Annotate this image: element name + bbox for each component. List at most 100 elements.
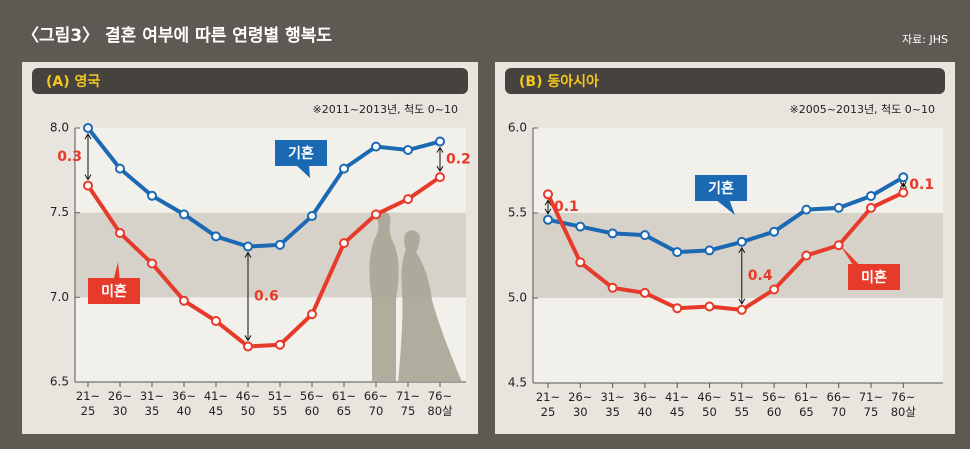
point xyxy=(736,236,747,247)
legend-label: 미혼 xyxy=(101,283,127,300)
panel-header xyxy=(505,68,945,94)
x-tick-label: 21~ 25 xyxy=(76,389,100,418)
panel-title: (B) 동아시아 xyxy=(519,73,599,90)
point xyxy=(769,226,780,237)
point xyxy=(801,204,812,215)
point xyxy=(307,211,317,222)
point xyxy=(543,189,553,200)
x-tick-label: 51~ 55 xyxy=(730,390,754,419)
line xyxy=(546,190,905,312)
page-title: 〈그림3〉 결혼 여부에 따른 연령별 행복도 xyxy=(22,25,332,46)
panel-header xyxy=(32,68,468,94)
couple-silhouette xyxy=(369,212,462,382)
point xyxy=(83,123,93,133)
point xyxy=(607,228,618,239)
panel: (A) 영국 ※2011~2013년, 척도 0~10 8.0 7.5 7.0 6.5 21… xyxy=(22,62,478,434)
x-tick-label: 36~ 40 xyxy=(633,390,657,419)
point xyxy=(275,239,285,250)
point xyxy=(898,172,909,183)
x-tick-label: 31~ 35 xyxy=(140,389,164,418)
diff-arrows: 0.1 0.4 0.1 xyxy=(544,177,934,305)
x-tick-label: 71~ 75 xyxy=(859,390,883,419)
point xyxy=(211,231,221,242)
x-tick-label: 51~ 55 xyxy=(268,389,292,418)
callout-pointer xyxy=(715,199,735,215)
annotation: 0.4 xyxy=(748,268,773,284)
x-tick-label: 41~ 45 xyxy=(665,390,689,419)
point xyxy=(339,163,349,174)
band xyxy=(75,128,466,213)
arrow-head xyxy=(84,133,92,181)
point xyxy=(371,209,381,220)
point xyxy=(866,191,876,201)
x-tick-label: 76~ 80살 xyxy=(891,390,917,419)
band xyxy=(75,212,466,298)
line xyxy=(86,126,441,249)
x-tick-label: 36~ 40 xyxy=(172,389,196,418)
point xyxy=(403,145,413,156)
arrow-head xyxy=(544,199,552,215)
annotation: 0.1 xyxy=(909,177,934,193)
x-tick-label: 46~ 50 xyxy=(697,390,721,419)
point xyxy=(179,209,189,220)
x-tick-label: 21~ 25 xyxy=(536,390,560,419)
point xyxy=(866,202,876,213)
x-tick-label: 56~ 60 xyxy=(762,390,786,419)
note: ※2005~2013년, 척도 0~10 xyxy=(790,103,935,116)
y-tick-label: 7.0 xyxy=(50,290,69,304)
legend-label: 기혼 xyxy=(708,180,734,197)
point xyxy=(179,295,189,306)
x-tick-label: 26~ 30 xyxy=(568,390,592,419)
annotation: 0.6 xyxy=(254,288,279,304)
point xyxy=(639,287,650,298)
y-tick-label: 6.5 xyxy=(50,375,69,389)
point xyxy=(115,227,125,238)
point xyxy=(147,190,157,201)
x-tick-label: 46~ 50 xyxy=(236,389,260,418)
x-tick-label: 61~ 65 xyxy=(332,389,356,418)
point xyxy=(211,316,221,327)
point xyxy=(115,163,125,174)
point xyxy=(736,304,747,315)
point xyxy=(147,258,157,269)
arrow-head xyxy=(738,246,746,305)
point xyxy=(435,136,445,147)
y-tick-label: 5.0 xyxy=(508,291,527,305)
x-tick-label: 66~ 70 xyxy=(827,390,851,419)
x-tick-label: 61~ 65 xyxy=(794,390,818,419)
point xyxy=(307,309,317,320)
x-tick-label: 26~ 30 xyxy=(108,389,132,418)
point xyxy=(435,172,445,183)
legend-label: 미혼 xyxy=(861,269,887,286)
point xyxy=(83,180,93,191)
legend-label: 기혼 xyxy=(288,145,314,162)
callout-pointer xyxy=(295,164,310,178)
panel: (B) 동아시아 ※2005~2013년, 척도 0~10 6.0 5.5 5.0 4.5… xyxy=(495,62,955,434)
callout-box xyxy=(275,140,327,166)
point xyxy=(833,202,844,213)
annotation: 0.3 xyxy=(57,149,82,165)
annotation: 0.1 xyxy=(554,199,579,215)
y-tick-label: 6.0 xyxy=(508,121,527,135)
point xyxy=(672,303,683,314)
point xyxy=(243,341,253,352)
point xyxy=(639,230,650,241)
point xyxy=(607,282,618,293)
arrow-head xyxy=(244,251,252,342)
y-tick-label: 8.0 xyxy=(50,121,69,135)
source: 자료: JHS xyxy=(902,33,948,46)
panel-title: (A) 영국 xyxy=(46,73,100,90)
point xyxy=(575,221,586,232)
point xyxy=(769,284,780,295)
x-tick-label: 71~ 75 xyxy=(396,389,420,418)
arrow-head xyxy=(436,146,444,173)
note: ※2011~2013년, 척도 0~10 xyxy=(313,103,458,116)
x-tick-label: 66~ 70 xyxy=(364,389,388,418)
point xyxy=(704,301,715,312)
point xyxy=(801,250,812,261)
line xyxy=(86,175,442,349)
point xyxy=(833,240,844,251)
point xyxy=(543,214,553,225)
point xyxy=(672,247,683,258)
